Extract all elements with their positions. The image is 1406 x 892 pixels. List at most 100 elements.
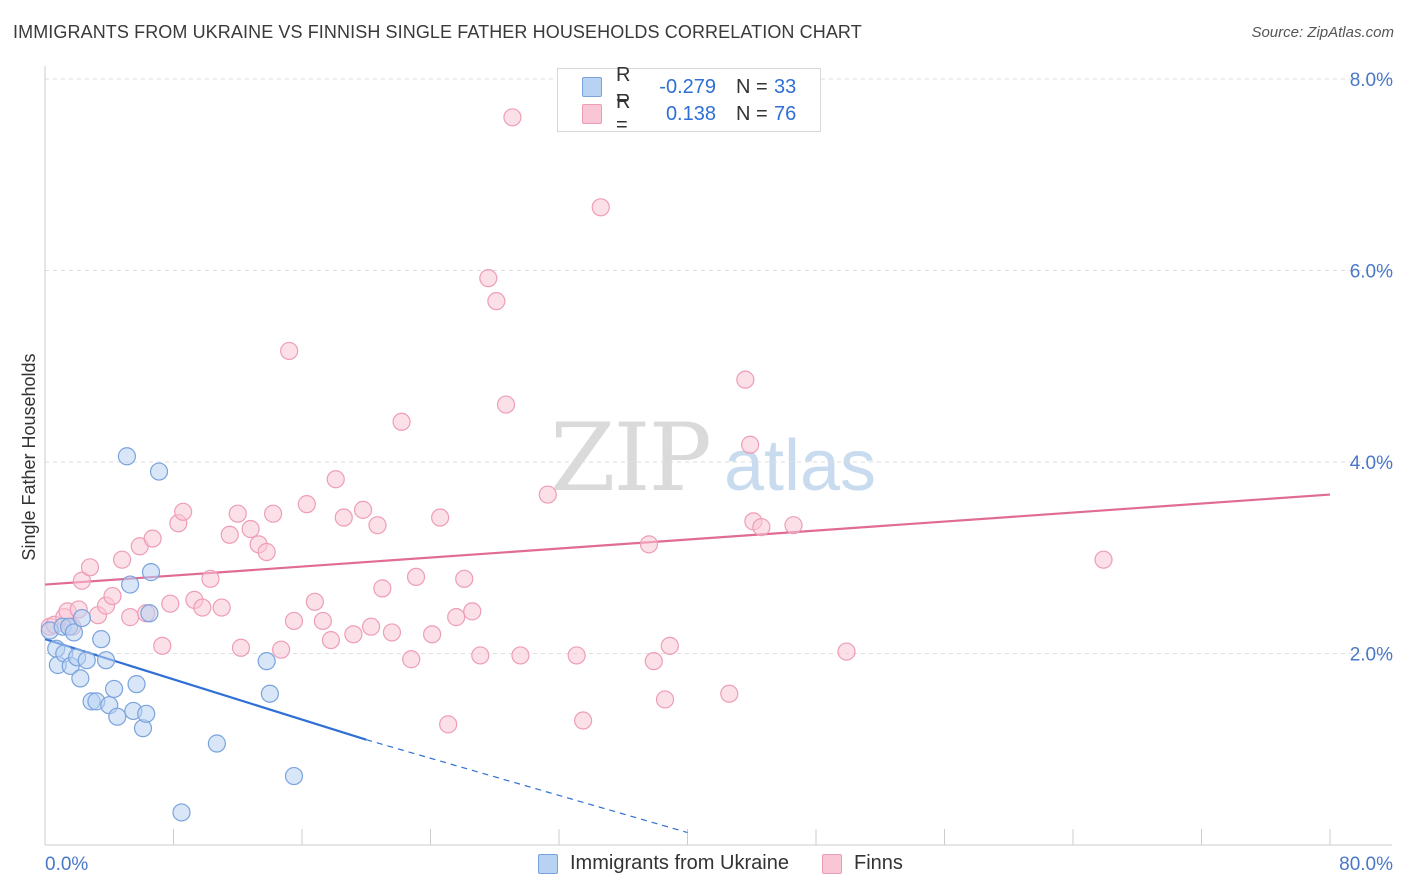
y-axis-label: Single Father Households (19, 353, 39, 560)
data-point-ukraine (172, 803, 191, 822)
data-point-finns (392, 412, 411, 431)
data-point-finns (80, 558, 100, 577)
y-tick-label: 6.0% (1350, 262, 1393, 283)
x-tick-labels: 0.0% 80.0% (45, 854, 1393, 875)
data-point-finns (193, 598, 212, 617)
data-point-ukraine (257, 652, 276, 671)
data-point-finns (439, 715, 458, 734)
data-point-finns (373, 579, 392, 598)
legend-row-finns: R = 0.138 N = 76 (582, 91, 797, 136)
data-point-finns (496, 395, 516, 414)
series-ukraine (40, 447, 304, 822)
data-point-finns (382, 623, 402, 642)
data-point-finns (305, 592, 324, 611)
data-point-finns (479, 269, 498, 288)
data-point-finns (573, 711, 593, 730)
data-point-finns (402, 650, 421, 669)
data-point-finns (153, 636, 172, 655)
data-point-ukraine (207, 734, 226, 753)
data-point-finns (212, 598, 231, 617)
data-point-finns (201, 569, 220, 588)
legend-r-label: R = (616, 64, 631, 109)
series-finns (40, 108, 1113, 734)
data-point-finns (837, 642, 856, 661)
data-point-finns (455, 569, 474, 588)
data-point-finns (321, 630, 341, 650)
data-point-ukraine (260, 684, 279, 703)
data-point-finns (639, 535, 659, 554)
y-tick-label: 2.0% (1350, 645, 1393, 666)
data-point-finns (406, 567, 426, 587)
bottom-legend-swatch-finns (822, 853, 842, 874)
data-point-finns (112, 550, 132, 569)
data-point-finns (471, 646, 490, 665)
data-point-ukraine (96, 651, 116, 670)
gridlines (45, 78, 1392, 654)
data-point-ukraine (64, 623, 84, 642)
data-point-ukraine (117, 447, 137, 466)
data-point-finns (263, 504, 283, 523)
bottom-legend: Immigrants from Ukraine Finns (0, 852, 1406, 878)
data-point-finns (741, 435, 760, 454)
data-point-finns (121, 608, 140, 627)
legend-n-value: 33 (774, 75, 797, 98)
data-point-ukraine (149, 462, 169, 481)
data-point-finns (174, 502, 193, 521)
legend-n-value: 76 (774, 102, 797, 125)
data-point-ukraine (140, 604, 159, 623)
data-point-finns (228, 504, 247, 523)
y-tick-label: 4.0% (1350, 453, 1393, 474)
data-point-finns (220, 525, 239, 544)
data-point-ukraine (141, 563, 161, 582)
source-label: Source: ZipAtlas.com (1251, 24, 1394, 41)
data-point-finns (503, 108, 522, 127)
axes (44, 66, 1392, 846)
x-tick-label: 80.0% (1339, 854, 1393, 875)
data-point-finns (313, 611, 332, 631)
data-point-finns (241, 519, 260, 539)
data-point-finns (284, 611, 304, 631)
data-point-ukraine (108, 707, 127, 726)
data-point-finns (103, 586, 122, 606)
data-point-finns (344, 625, 363, 644)
chart-title: IMMIGRANTS FROM UKRAINE VS FINNISH SINGL… (13, 22, 862, 42)
data-point-finns (655, 690, 675, 709)
legend-r-value: -0.279 (659, 75, 716, 98)
data-point-finns (326, 470, 345, 489)
legend-swatch-ukraine (582, 77, 602, 97)
data-point-finns (280, 341, 299, 361)
bottom-legend-label-finns: Finns (854, 852, 903, 874)
legend-row-ukraine: R = -0.279 N = 33 (582, 64, 797, 109)
legend-r-label: R = (616, 91, 631, 136)
data-point-finns (72, 571, 92, 590)
data-point-finns (257, 542, 276, 562)
data-point-finns (567, 646, 586, 665)
data-point-finns (353, 500, 373, 519)
bottom-legend-ukraine: Immigrants from Ukraine (538, 852, 789, 875)
data-point-finns (368, 516, 387, 535)
data-point-ukraine (121, 575, 140, 594)
data-point-finns (361, 617, 381, 636)
data-point-finns (644, 652, 663, 671)
legend: R = -0.279 N = 33 R = 0.138 N = 76 (557, 64, 821, 136)
data-point-ukraine (92, 630, 111, 649)
data-point-finns (538, 485, 557, 504)
data-point-finns (660, 636, 679, 655)
watermark-zip: ZIP (550, 404, 710, 513)
data-point-ukraine (71, 669, 90, 688)
data-point-finns (431, 508, 450, 527)
data-point-ukraine (104, 679, 124, 699)
data-point-finns (511, 646, 530, 665)
data-point-finns (487, 292, 506, 311)
legend-n-label: N = (736, 75, 768, 98)
data-point-finns (272, 640, 291, 659)
data-point-ukraine (284, 766, 304, 786)
bottom-legend-finns: Finns (822, 852, 903, 875)
trend-lines (44, 493, 1331, 834)
legend-r-value: 0.138 (665, 102, 716, 125)
trend-line-finns (44, 493, 1331, 586)
data-point-finns (161, 594, 180, 613)
data-point-finns (720, 684, 739, 703)
data-point-ukraine (127, 675, 146, 694)
data-point-finns (447, 608, 466, 627)
